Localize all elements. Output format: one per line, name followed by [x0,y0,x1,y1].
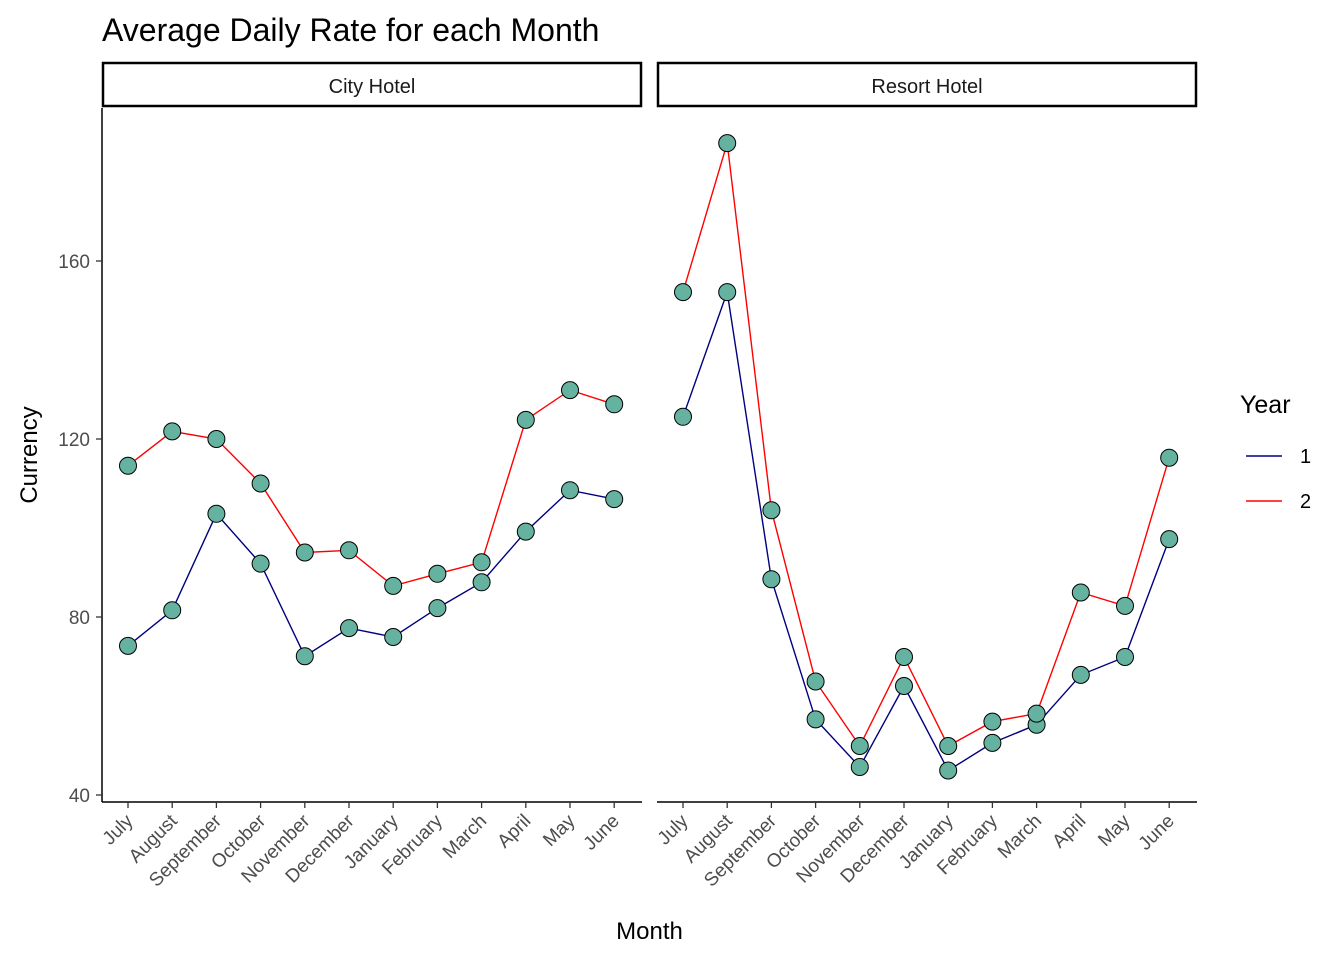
data-point [1116,596,1134,615]
data-point [340,541,358,560]
data-point [895,677,913,695]
chart-title: Average Daily Rate for each Month [102,12,599,48]
data-point [850,737,869,755]
data-point [561,481,579,500]
data-point [472,553,491,572]
data-point [983,733,1002,752]
strip-label: Resort Hotel [871,76,982,98]
strip-box [656,61,1198,108]
data-point [207,504,226,523]
x-tick-label: June [580,811,624,855]
y-axis: 40 80 120 160 [58,108,103,807]
data-point [516,410,535,429]
legend-label-year-1: 1 [1300,446,1311,468]
data-point [516,522,535,541]
x-tick-label: July [99,810,138,849]
x-tick-label: June [1135,811,1179,855]
data-point [295,543,314,562]
data-point [850,758,869,776]
legend-label-year-2: 2 [1300,491,1311,513]
data-point [384,576,403,595]
series-line-year-2 [682,142,1170,748]
data-point [561,381,579,400]
data-point [163,422,182,441]
series-line-year-2 [127,389,615,587]
y-tick-label: 40 [69,786,90,807]
legend: Year 1 2 [1240,391,1311,513]
data-point [384,628,403,646]
data-point [428,564,447,583]
legend-title: Year [1240,391,1291,419]
x-tick-label: March [994,811,1046,863]
series-line-year-1 [127,489,615,658]
y-tick-label: 160 [58,252,90,273]
data-point [762,501,781,520]
data-point [295,647,314,666]
data-point [1071,665,1090,684]
data-point [163,601,182,620]
data-point [939,737,958,755]
x-tick-label: April [1049,811,1091,853]
x-axis-title: Month [616,918,683,945]
data-point [983,712,1002,731]
data-point [718,134,737,153]
y-tick-label: 120 [58,430,90,451]
data-point [895,648,913,666]
data-point [428,599,447,618]
series-line-year-1 [682,291,1170,772]
panel-city-hotel: City HotelJulyAugustSeptemberOctoberNove… [99,61,643,891]
x-tick-label: April [494,811,536,853]
data-point [605,395,624,414]
strip-label: City Hotel [329,76,416,98]
x-tick-label: March [439,811,491,863]
data-point [472,573,491,592]
data-point [1160,448,1179,467]
data-point [674,283,692,302]
data-point [762,570,781,589]
data-point [119,636,137,655]
panel-resort-hotel: Resort HotelJulyAugustSeptemberOctoberNo… [654,61,1198,891]
data-point [718,283,737,302]
x-tick-label: July [654,810,693,849]
data-point [674,407,692,426]
data-point [939,761,958,780]
data-point [1160,530,1179,549]
data-point [340,619,358,638]
data-point [251,474,270,493]
strip-box [101,61,643,108]
data-point [1116,648,1134,666]
x-tick-label: May [1094,810,1135,851]
data-point [207,430,226,448]
data-point [251,554,270,573]
x-tick-label: May [539,810,580,851]
data-point [1071,583,1090,602]
data-point [605,490,624,509]
y-axis-title: Currency [16,406,43,503]
facet-panels: City HotelJulyAugustSeptemberOctoberNove… [99,61,1198,891]
data-point [119,456,137,475]
y-tick-label: 80 [69,608,90,629]
data-point [806,710,825,729]
data-point [806,672,825,691]
data-point [1027,704,1046,723]
